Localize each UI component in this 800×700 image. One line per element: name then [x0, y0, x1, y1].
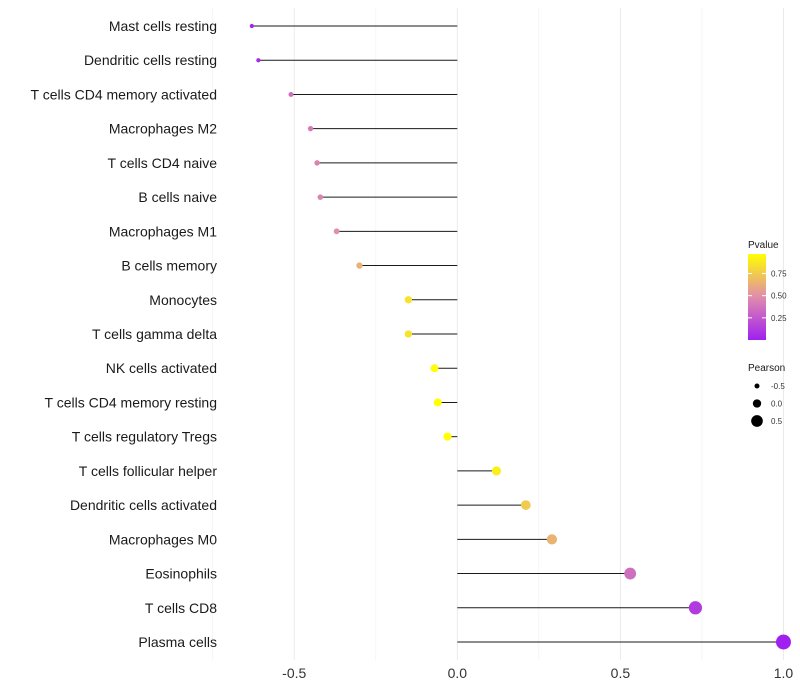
category-label: NK cells activated [106, 360, 217, 376]
lollipop-point [430, 364, 439, 373]
category-label: T cells regulatory Tregs [72, 429, 217, 445]
lollipop-point [307, 125, 314, 132]
category-label: T cells CD4 naive [108, 155, 218, 171]
category-label: T cells follicular helper [79, 463, 218, 479]
category-label: T cells gamma delta [92, 326, 217, 342]
lollipop-point [249, 23, 254, 29]
pvalue-legend-label: 0.50 [771, 292, 787, 301]
category-label: Monocytes [149, 292, 217, 308]
category-label: Macrophages M1 [109, 223, 217, 239]
lollipop-point [256, 58, 261, 63]
category-label: Eosinophils [145, 566, 217, 582]
stem-layer [251, 25, 784, 643]
category-label: Macrophages M2 [109, 121, 217, 137]
lollipop-point [688, 601, 703, 615]
lollipop-point [775, 634, 791, 650]
pearson-legend-key [754, 383, 760, 389]
lollipop-point [333, 228, 340, 235]
lollipop-point [433, 398, 442, 407]
pvalue-legend-label: 0.75 [771, 270, 787, 279]
lollipop-point [288, 91, 294, 97]
lollipop-point [314, 160, 320, 166]
category-label: T cells CD4 memory activated [31, 86, 217, 102]
category-label: B cells memory [121, 258, 217, 274]
x-tick-label: 1.0 [774, 665, 794, 681]
lollipop-point [624, 567, 637, 580]
lollipop-point [546, 534, 558, 545]
category-label: Mast cells resting [109, 18, 217, 34]
pearson-legend-key [751, 415, 763, 427]
pvalue-colorbar [748, 254, 766, 340]
category-label: T cells CD8 [145, 600, 217, 616]
point-layer [249, 23, 791, 650]
category-label: Dendritic cells resting [84, 52, 217, 68]
x-tick-label: -0.5 [282, 665, 306, 681]
category-label: Plasma cells [138, 634, 217, 650]
lollipop-point [404, 330, 413, 338]
pvalue-legend: Pvalue 0.75 0.50 0.25 [748, 240, 787, 340]
category-label: B cells naive [138, 189, 217, 205]
pearson-legend-label: 0.5 [771, 417, 783, 426]
lollipop-point [520, 500, 531, 510]
lollipop-point [317, 194, 324, 200]
lollipop-point [356, 262, 363, 269]
x-tick-label: 0.5 [611, 665, 631, 681]
lollipop-point [443, 432, 452, 441]
x-axis-tick-labels: -0.5 0.0 0.5 1.0 [282, 665, 793, 681]
category-label: Dendritic cells activated [70, 497, 217, 513]
pearson-legend-title: Pearson [748, 363, 785, 374]
pearson-legend-label: -0.5 [771, 382, 785, 391]
category-label: Macrophages M0 [109, 531, 217, 547]
lollipop-point [491, 466, 502, 476]
lollipop-point [404, 296, 413, 304]
pearson-legend-key [752, 399, 762, 408]
category-label: T cells CD4 memory resting [45, 394, 217, 410]
grid-layer [212, 8, 784, 660]
x-tick-label: 0.0 [448, 665, 468, 681]
pvalue-legend-label: 0.25 [771, 314, 787, 323]
pvalue-legend-title: Pvalue [748, 240, 779, 251]
category-labels: Mast cells resting Dendritic cells restin… [31, 18, 218, 650]
pearson-legend-label: 0.0 [771, 400, 783, 409]
pearson-legend: Pearson -0.5 0.0 0.5 [748, 363, 785, 427]
